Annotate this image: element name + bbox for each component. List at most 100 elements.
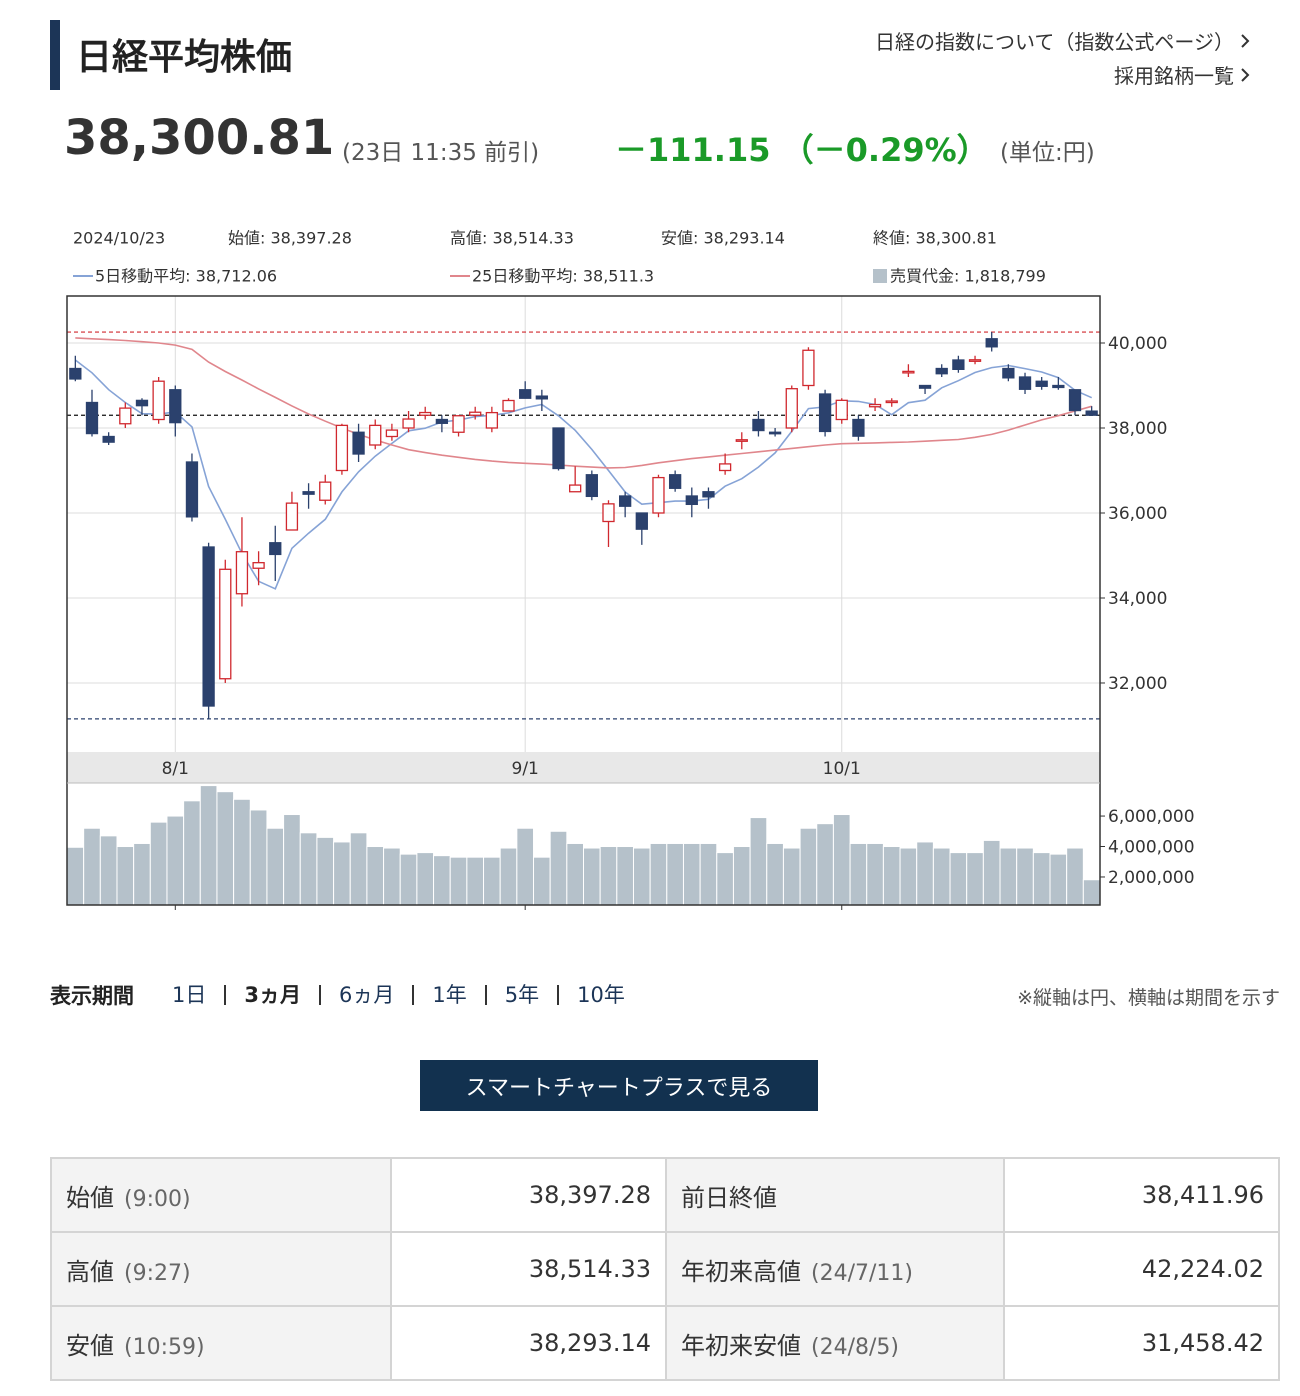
candle-body (652, 476, 665, 514)
label-cell: 始値 (9:00) (50, 1157, 392, 1233)
candle-body (235, 551, 249, 595)
candle-body (885, 400, 898, 404)
volume-bar (99, 835, 118, 906)
volume-bar (599, 846, 618, 906)
candle-body (619, 495, 632, 507)
page-title: 日経平均株価 (76, 37, 293, 78)
candle-body (752, 418, 765, 432)
period-option[interactable]: 5年 (484, 985, 557, 1006)
legend-label: 売買代金: 1,818,799 (890, 267, 1046, 286)
candle-body (119, 407, 132, 425)
value-cell: 38,293.14 (390, 1305, 667, 1381)
volume-bar (299, 832, 318, 906)
candle-body (452, 415, 465, 433)
volume-bar (283, 814, 301, 906)
volume-bar (882, 846, 901, 906)
period-option[interactable]: 3ヵ月 (224, 985, 319, 1006)
info-text: 始値: 38,397.28 (228, 229, 352, 248)
candle-body (1002, 367, 1015, 379)
legend-label: 5日移動平均: 38,712.06 (95, 267, 277, 286)
plot-frame (66, 295, 1101, 906)
candle-body (69, 367, 82, 380)
label-cell: 高値 (9:27) (50, 1231, 392, 1307)
change-value: －111.15 (615, 131, 771, 169)
unit: (単位:円) (1000, 140, 1095, 166)
candle-body (552, 427, 565, 470)
period-option[interactable]: 1年 (412, 985, 484, 1006)
volume-bar (766, 842, 784, 906)
candle-body (952, 359, 965, 371)
legend-swatch (873, 269, 887, 283)
period-option[interactable]: 6ヵ月 (319, 985, 412, 1006)
volume-bar (216, 791, 235, 906)
moving-average-line (75, 337, 1092, 469)
chart: 2024/10/23 始値: 38,397.28 高値: 38,514.33 安値: … (66, 229, 1195, 910)
volume-bar (116, 846, 135, 906)
candle-body (1052, 384, 1065, 389)
label-cell: 年初来安値 (24/8/5) (665, 1305, 1005, 1381)
volume-bar (999, 847, 1018, 906)
candle-body (535, 395, 548, 400)
candle-body (252, 562, 265, 569)
candle-body (85, 401, 99, 435)
volume-bar (566, 842, 584, 906)
volume-bar (916, 841, 934, 906)
volume-bar (966, 852, 984, 906)
candle-body (1018, 376, 1032, 390)
value-cell: 38,514.33 (390, 1231, 667, 1307)
volume-bar (616, 846, 634, 906)
cell-note: (9:00) (124, 1186, 191, 1212)
y-tick-label: 6,000,000 (1108, 807, 1195, 827)
volume-bar (133, 842, 151, 906)
info-text: 2024/10/23 (73, 229, 165, 248)
volume-bar (816, 823, 834, 906)
x-tick-label: 10/1 (823, 759, 861, 779)
value-cell: 38,411.96 (1003, 1157, 1280, 1233)
index-link[interactable]: 日経の指数について（指数公式ページ） (875, 26, 1250, 55)
constituents-link[interactable]: 採用銘柄一覧 (1114, 60, 1250, 89)
candle-body (985, 338, 998, 348)
volume-bar (449, 856, 468, 906)
y-tick-label: 4,000,000 (1108, 838, 1195, 858)
candle-body (369, 424, 382, 446)
candle-body (935, 367, 948, 375)
volume-bar (233, 798, 251, 906)
volume-bar (799, 827, 818, 906)
period-option[interactable]: 1日 (172, 983, 207, 1007)
candle-body (1035, 380, 1048, 387)
y-tick-label: 2,000,000 (1108, 868, 1195, 888)
chevron (1241, 33, 1250, 48)
smart-chart-button[interactable]: スマートチャートプラスで見る (420, 1060, 818, 1111)
candle-body (419, 411, 432, 416)
label-cell: 年初来高値 (24/7/11) (665, 1231, 1005, 1307)
y-tick-label: 36,000 (1108, 504, 1167, 524)
table-row: 安値 (10:59) 38,293.14 年初来安値 (24/8/5) 31,458.42 (50, 1305, 1280, 1381)
legend-label: 25日移動平均: 38,511.3 (472, 267, 654, 286)
volume-bar (832, 814, 851, 906)
y-tick-label: 32,000 (1108, 674, 1167, 694)
candle-body (852, 418, 865, 437)
candle-body (319, 481, 332, 501)
volume-bar (949, 852, 968, 906)
info-text: 高値: 38,514.33 (450, 229, 574, 248)
volume-bar (316, 836, 335, 906)
volume-bar (649, 842, 668, 906)
volume-bar (583, 847, 601, 906)
candle-body (635, 512, 648, 530)
info-text: 安値: 38,293.14 (661, 229, 785, 248)
value-cell: 42,224.02 (1003, 1231, 1280, 1307)
link-text[interactable]: 日経の指数について（指数公式ページ） (875, 30, 1234, 54)
cell-note: (24/7/11) (811, 1260, 913, 1286)
y-tick-label: 40,000 (1108, 334, 1167, 354)
link-text[interactable]: 採用銘柄一覧 (1114, 64, 1234, 88)
candle-body (685, 495, 698, 506)
price: 38,300.81 (64, 110, 335, 166)
title-bar (50, 20, 60, 90)
volume-bar (166, 815, 185, 906)
candle-body (718, 463, 732, 472)
period-option[interactable]: 10年 (557, 985, 643, 1006)
volume-bar (516, 827, 535, 906)
candle-body (902, 370, 915, 374)
candle-body (835, 399, 848, 421)
